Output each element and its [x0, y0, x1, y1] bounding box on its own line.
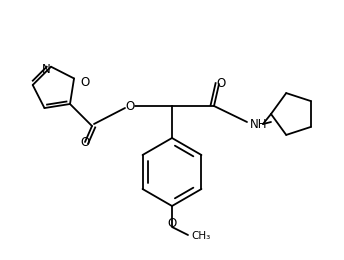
Text: O: O — [125, 100, 135, 113]
Text: O: O — [216, 77, 226, 90]
Text: CH₃: CH₃ — [191, 231, 210, 241]
Text: O: O — [168, 217, 176, 230]
Text: O: O — [80, 136, 90, 149]
Text: O: O — [80, 76, 89, 89]
Text: NH: NH — [250, 118, 268, 131]
Text: N: N — [42, 63, 50, 76]
